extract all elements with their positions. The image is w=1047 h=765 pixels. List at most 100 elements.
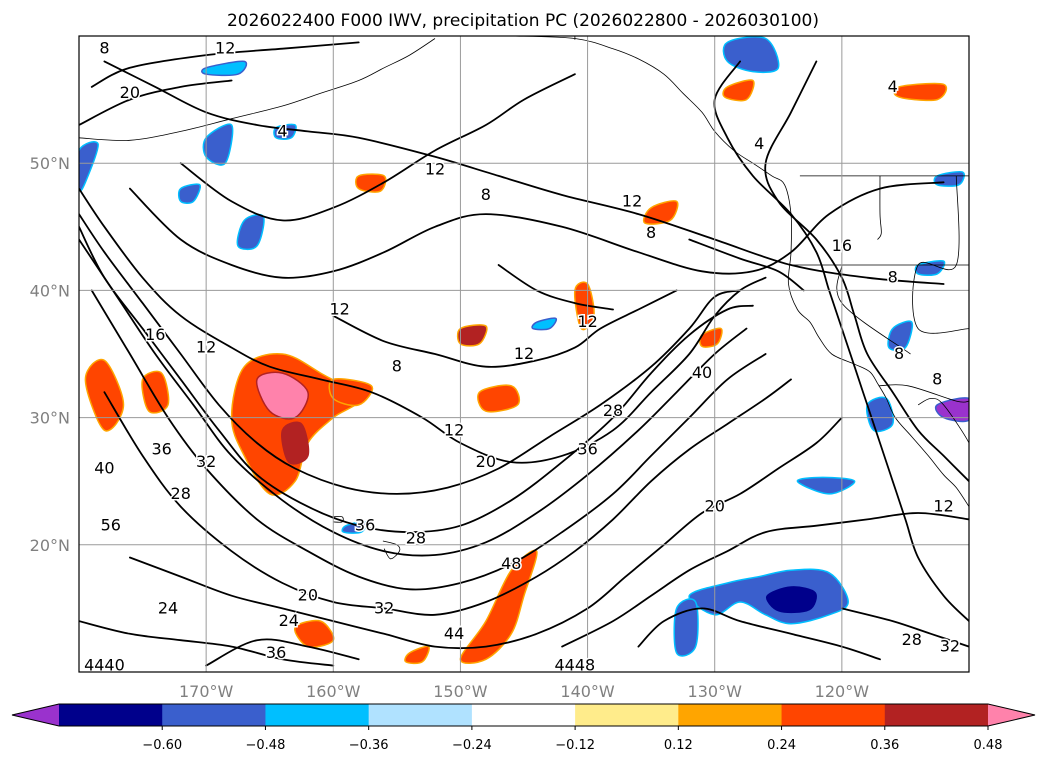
anomaly-patch bbox=[141, 370, 170, 414]
contour-label: 20 bbox=[120, 83, 140, 102]
iwv-contour-line bbox=[90, 289, 767, 591]
state-border bbox=[878, 384, 969, 403]
colorbar-tick-label: 0.48 bbox=[974, 738, 1003, 753]
iwv-contour-line bbox=[79, 187, 767, 464]
anomaly-patch bbox=[328, 378, 374, 407]
colorbar-segment bbox=[59, 704, 163, 726]
longitude-tick-label: 150°W bbox=[433, 682, 488, 701]
anomaly-patch bbox=[281, 421, 310, 465]
contour-label: 12 bbox=[622, 191, 642, 210]
contour-label: 12 bbox=[196, 338, 216, 357]
contour-label: 4448 bbox=[554, 656, 595, 675]
colorbar-segment bbox=[265, 704, 370, 726]
map-frame bbox=[78, 35, 970, 673]
contour-label: 40 bbox=[692, 363, 712, 382]
anomaly-patch bbox=[404, 645, 430, 665]
iwv-contour-line bbox=[688, 238, 805, 292]
anomaly-patch bbox=[477, 384, 521, 413]
anomaly-patch bbox=[722, 79, 755, 102]
contour-label: 12 bbox=[444, 420, 464, 439]
coastline bbox=[511, 36, 969, 507]
state-border bbox=[912, 175, 969, 334]
longitude-tick-labels: 170°W 160°W 150°W 140°W 130°W 120°W bbox=[179, 682, 869, 701]
colorbar-segment bbox=[884, 704, 989, 726]
state-border bbox=[877, 175, 882, 240]
contour-label: 4 bbox=[277, 121, 287, 140]
anomaly-patch bbox=[914, 260, 946, 276]
anomaly-patch bbox=[699, 327, 723, 348]
contour-label: 24 bbox=[158, 598, 178, 617]
contour-label: 8 bbox=[888, 268, 898, 287]
anomaly-patch bbox=[764, 584, 819, 615]
coastline bbox=[79, 38, 436, 141]
anomaly-patch bbox=[722, 36, 780, 74]
anomaly-patch bbox=[255, 371, 309, 420]
anomaly-patch bbox=[796, 476, 856, 495]
contour-label: 12 bbox=[577, 312, 597, 331]
colorbar-tick-label: −0.48 bbox=[246, 738, 286, 753]
iwv-contour-line bbox=[79, 225, 754, 533]
coastline bbox=[333, 516, 344, 523]
graticule bbox=[79, 36, 969, 672]
iwv-contour-line bbox=[713, 60, 969, 622]
iwv-contour-line bbox=[332, 289, 678, 368]
latitude-tick-label: 50°N bbox=[30, 154, 70, 173]
longitude-tick-label: 130°W bbox=[688, 682, 743, 701]
contour-label: 16 bbox=[145, 325, 165, 344]
iwv-contour-line bbox=[497, 264, 614, 311]
longitude-tick-label: 160°W bbox=[306, 682, 361, 701]
colorbar-segment bbox=[575, 704, 679, 726]
colorbar-tick-label: 0.12 bbox=[664, 738, 693, 753]
colorbar-tick-label: −0.36 bbox=[349, 738, 389, 753]
latitude-tick-label: 20°N bbox=[30, 536, 70, 555]
anomaly-patch bbox=[341, 520, 367, 534]
anomaly-patch bbox=[177, 183, 202, 204]
colorbar-extend-low bbox=[12, 704, 59, 726]
contour-label: 8 bbox=[646, 223, 656, 242]
anomaly-patch bbox=[201, 60, 248, 77]
chart-title: 2026022400 F000 IWV, precipitation PC (2… bbox=[227, 11, 819, 31]
contour-label: 28 bbox=[603, 401, 623, 420]
colorbar-segment bbox=[781, 704, 886, 726]
longitude-tick-label: 140°W bbox=[560, 682, 615, 701]
contour-label: 20 bbox=[705, 497, 725, 516]
contour-label: 56 bbox=[101, 516, 121, 535]
contour-label: 32 bbox=[374, 598, 394, 617]
contour-label: 32 bbox=[196, 452, 216, 471]
colorbar: −0.60 −0.48 −0.36 −0.24 −0.12 0.12 0.24 0.36 0.4… bbox=[11, 703, 1036, 753]
colorbar-tick-label: 0.24 bbox=[767, 738, 796, 753]
anomaly-patch bbox=[934, 397, 969, 423]
iwv-contour-line bbox=[129, 416, 843, 650]
contour-label: 28 bbox=[406, 528, 426, 547]
contour-label: 16 bbox=[832, 236, 852, 255]
iwv-contour-line bbox=[79, 238, 748, 557]
iwv-contour-line bbox=[179, 73, 576, 222]
longitude-tick-label: 170°W bbox=[179, 682, 234, 701]
iwv-contour-line bbox=[841, 607, 969, 648]
contour-label: 28 bbox=[171, 484, 191, 503]
contour-label: 8 bbox=[894, 344, 904, 363]
anomaly-patch bbox=[84, 358, 125, 432]
anomaly-patch bbox=[79, 141, 99, 192]
colorbar-segment bbox=[471, 704, 576, 726]
contour-label: 20 bbox=[298, 586, 318, 605]
contour-label: 12 bbox=[514, 344, 534, 363]
contour-label: 40 bbox=[94, 458, 114, 477]
iwv-contour-line bbox=[764, 60, 969, 483]
iwv-contour-line bbox=[79, 213, 741, 495]
colorbar-segment bbox=[678, 704, 783, 726]
colorbar-tick-label: −0.60 bbox=[142, 738, 182, 753]
contour-label: 12 bbox=[215, 39, 235, 58]
anomaly-patch bbox=[456, 324, 488, 347]
coastline bbox=[917, 398, 969, 456]
contour-label: 4 bbox=[754, 134, 764, 153]
anomaly-layer bbox=[79, 36, 969, 665]
contour-label: 8 bbox=[932, 369, 942, 388]
latitude-tick-label: 30°N bbox=[30, 409, 70, 428]
contour-label: 28 bbox=[902, 630, 922, 649]
iwv-contour-line bbox=[103, 378, 792, 616]
coastline-layer bbox=[79, 36, 969, 560]
